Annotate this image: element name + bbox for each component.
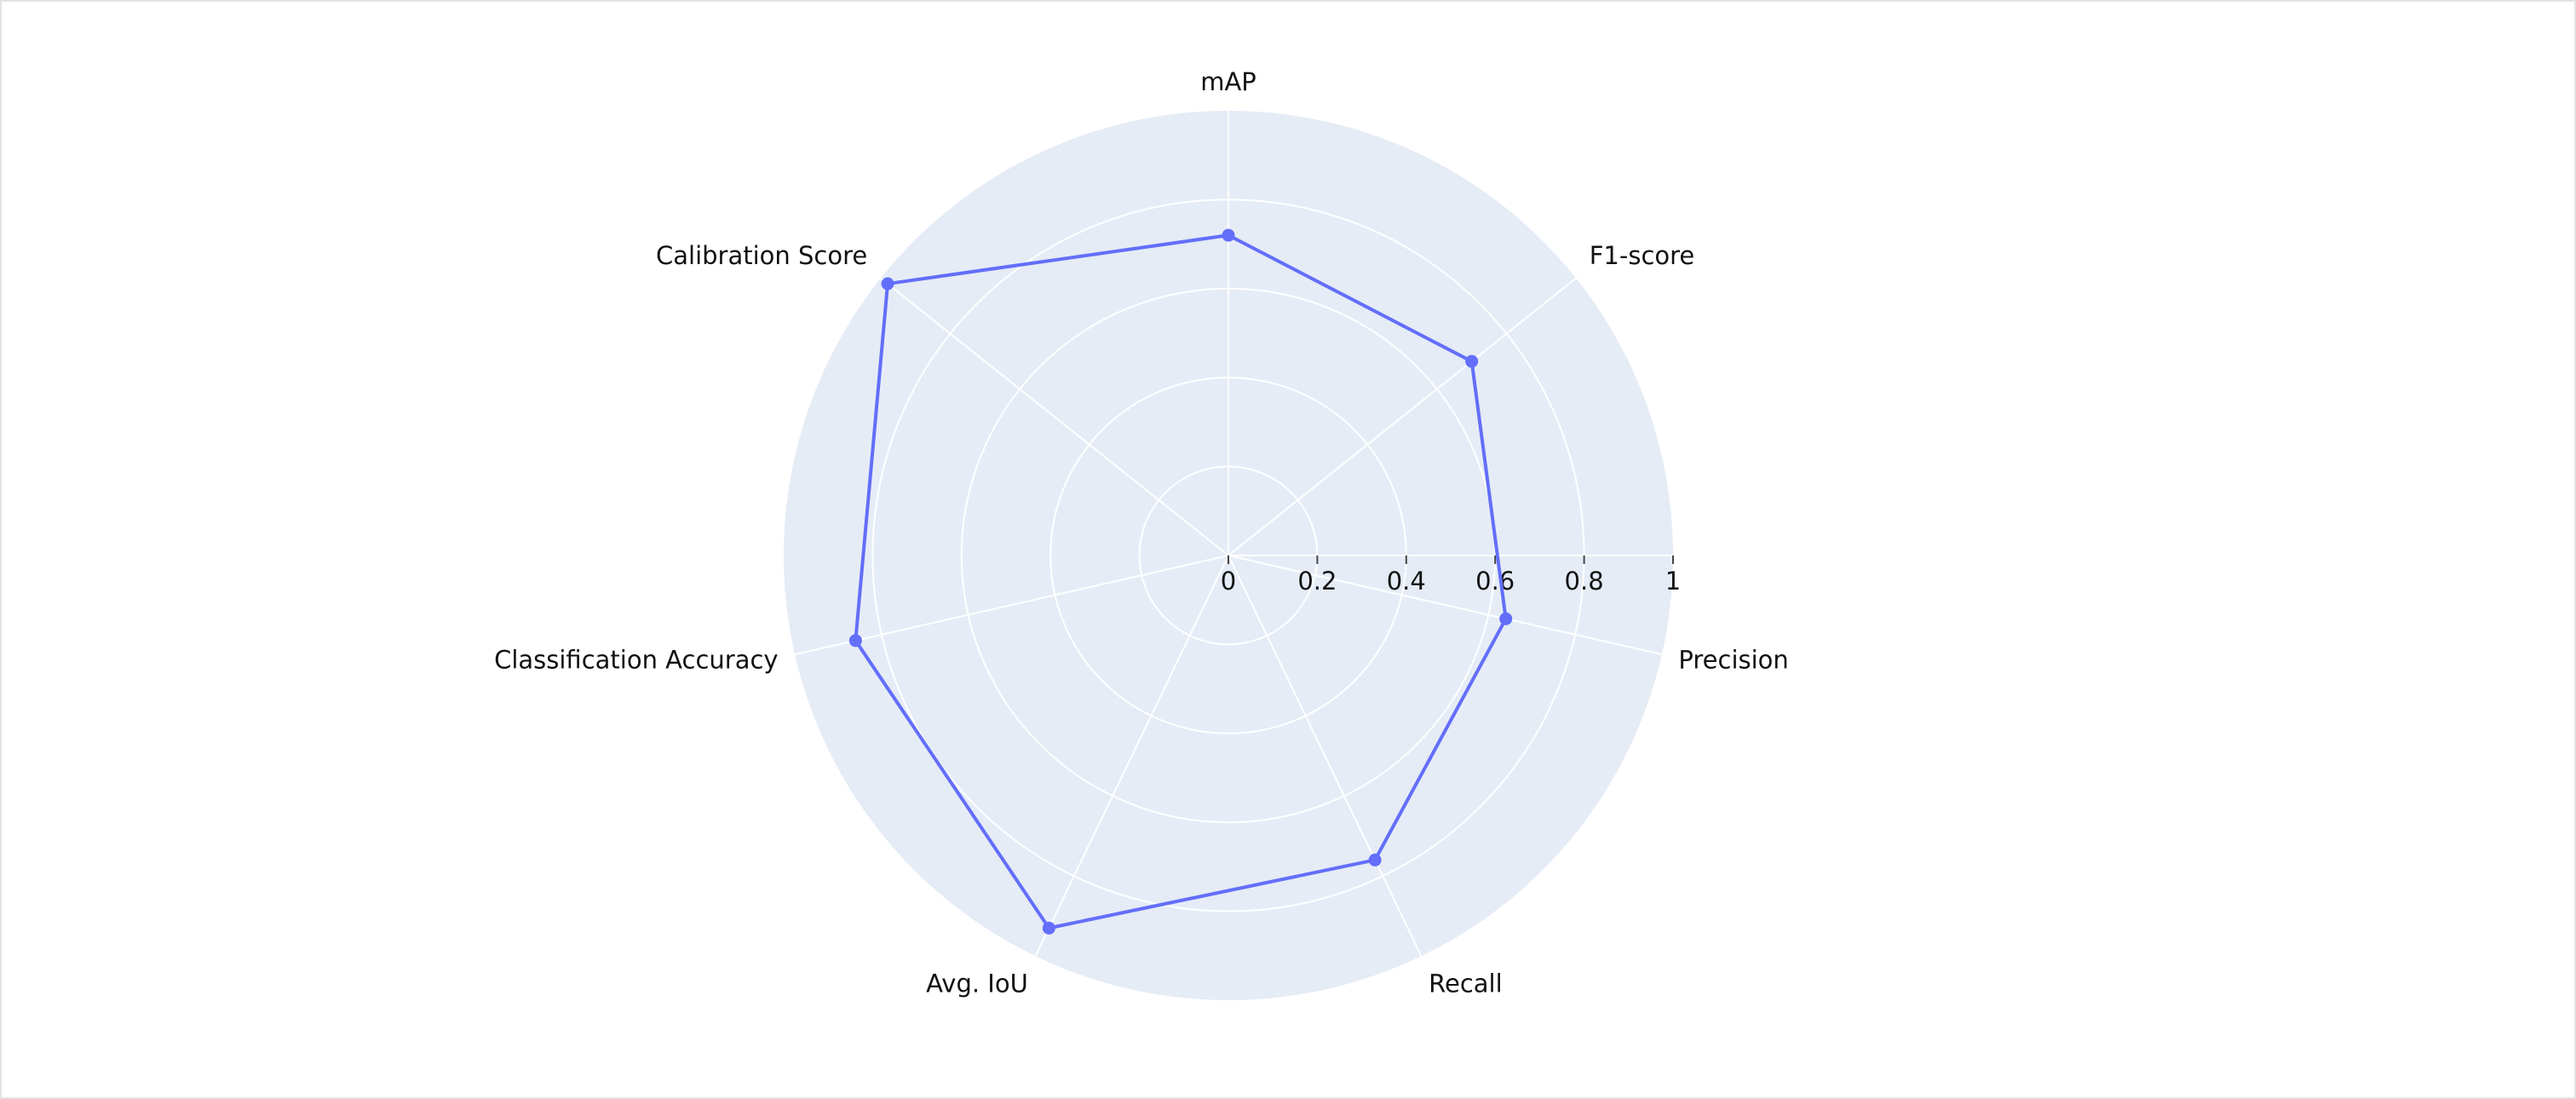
radial-tick-label: 0.6 xyxy=(1475,567,1515,596)
polar-grid xyxy=(794,111,1663,957)
radial-tick-label: 0 xyxy=(1221,567,1236,596)
radial-tick-label: 1 xyxy=(1665,567,1681,596)
series-point xyxy=(881,277,894,291)
series-point xyxy=(1042,921,1055,935)
series-layer xyxy=(848,228,1513,935)
axis-label: mAP xyxy=(1200,67,1256,96)
series-point xyxy=(1499,612,1513,625)
series-point xyxy=(1368,853,1382,866)
grid-spoke xyxy=(1034,555,1229,957)
grid-spoke xyxy=(880,277,1229,556)
grid-spoke xyxy=(1228,555,1423,957)
series-point xyxy=(1222,228,1235,242)
series-point xyxy=(848,634,862,647)
axis-label: Recall xyxy=(1429,969,1503,998)
axis-label: Calibration Score xyxy=(656,241,867,270)
series-point xyxy=(1465,354,1479,368)
series-line xyxy=(854,233,1508,930)
axis-label: Avg. IoU xyxy=(926,969,1028,998)
grid-spoke xyxy=(1228,555,1663,656)
radial-tick-label: 0.8 xyxy=(1565,567,1604,596)
radial-axis: 0 0.2 0.4 0.6 0.8 1 xyxy=(1221,555,1681,596)
grid-spoke xyxy=(794,555,1229,656)
radial-tick-label: 0.4 xyxy=(1387,567,1426,596)
grid-spoke xyxy=(1228,277,1577,556)
radial-tick-label: 0.2 xyxy=(1297,567,1337,596)
angular-axis-labels: mAP F1-score Precision Recall Avg. IoU Classi… xyxy=(494,67,1789,998)
axis-label: Precision xyxy=(1678,646,1788,675)
axis-label: Classification Accuracy xyxy=(494,646,779,675)
axis-label: F1-score xyxy=(1590,241,1695,270)
